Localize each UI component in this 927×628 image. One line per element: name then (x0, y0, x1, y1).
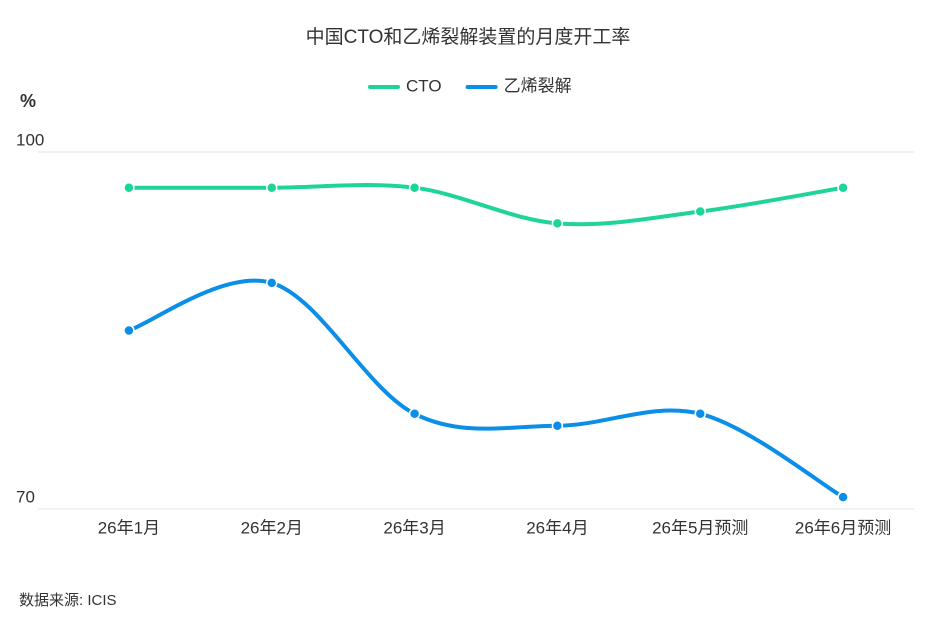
x-tick-label: 26年4月 (526, 518, 588, 537)
data-point (551, 419, 564, 432)
y-tick-label: 70 (16, 487, 35, 506)
legend-label: CTO (406, 76, 442, 95)
data-point (837, 491, 849, 503)
data-point (266, 181, 278, 194)
line-series (128, 278, 845, 499)
y-tick-label: 100 (16, 130, 44, 149)
data-point (694, 408, 706, 420)
data-point (408, 408, 421, 420)
data-point (408, 181, 421, 194)
line-series (128, 183, 844, 227)
x-tick-label: 26年5月预测 (652, 518, 748, 537)
legend-label: 乙烯裂解 (504, 76, 572, 95)
legend: CTO 乙烯裂解 (368, 76, 572, 95)
x-tick-label: 26年1月 (98, 518, 160, 537)
source-note: 数据来源: ICIS (19, 592, 117, 609)
data-point (837, 181, 849, 194)
x-tick-label: 26年2月 (241, 518, 303, 537)
y-axis-label: % (20, 91, 36, 111)
x-tick-label: 26年3月 (383, 518, 445, 537)
data-point (266, 277, 278, 289)
x-tick-label: 26年6月预测 (795, 518, 891, 537)
data-point (123, 181, 135, 194)
data-point (694, 205, 706, 218)
data-point (551, 217, 564, 230)
data-point (123, 324, 135, 337)
chart-title: 中国CTO和乙烯裂解装置的月度开工率 (306, 26, 631, 48)
